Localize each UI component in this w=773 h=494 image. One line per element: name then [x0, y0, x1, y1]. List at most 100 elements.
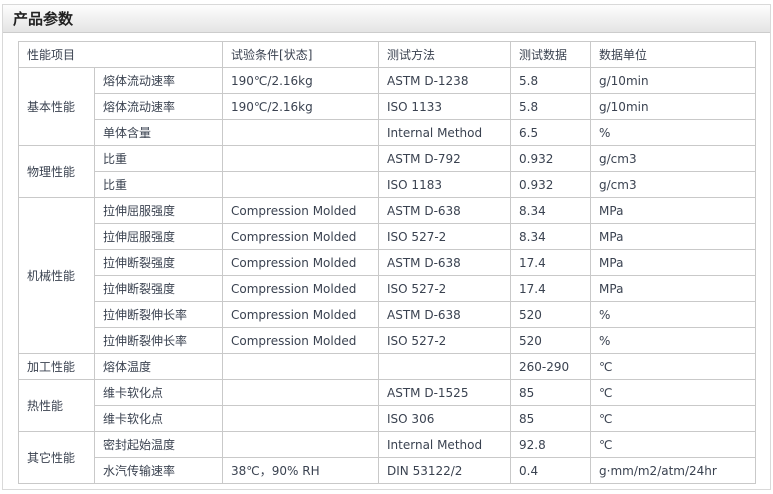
cell-method: DIN 53122/2 — [378, 457, 512, 484]
cell-unit: g/10min — [590, 67, 757, 94]
cell-property: 比重 — [93, 171, 224, 198]
cell-property: 熔体流动速率 — [93, 93, 224, 120]
header-row: 性能项目 试验条件[状态] 测试方法 测试数据 数据单位 — [17, 41, 757, 68]
table-row: 拉伸断裂伸长率 Compression Molded ISO 527-2 520% — [19, 327, 757, 354]
cell-condition: 38℃，90% RH — [222, 457, 380, 484]
cell-condition: 190℃/2.16kg — [222, 93, 380, 120]
cell-method: ASTM D-792 — [378, 145, 512, 172]
cell-condition: Compression Molded — [222, 275, 380, 302]
group-cell: 基本性能 — [18, 67, 95, 146]
cell-value: 8.34 — [510, 223, 592, 250]
cell-unit: g/10min — [590, 93, 757, 120]
cell-property: 比重 — [93, 145, 224, 172]
cell-method: ASTM D-638 — [378, 197, 512, 224]
cell-value: 92.8 — [510, 431, 592, 458]
cell-condition — [222, 171, 380, 198]
cell-unit: ℃ — [590, 353, 757, 380]
group-cell: 热性能 — [18, 379, 95, 432]
header-performance-item: 性能项目 — [17, 41, 224, 68]
table-row: 加工性能 熔体温度 260-290 ℃ — [18, 353, 757, 380]
cell-unit: MPa — [590, 249, 757, 276]
cell-value: 0.932 — [510, 171, 592, 198]
table-row: 基本性能 熔体流动速率 190℃/2.16kg ASTM D-1238 5.8 g/10m… — [18, 67, 757, 146]
header-test-method: 测试方法 — [378, 41, 512, 68]
cell-unit: ℃ — [590, 379, 757, 406]
cell-condition: Compression Molded — [222, 223, 380, 250]
cell-value: 0.932 — [510, 145, 592, 172]
group-cell: 机械性能 — [18, 197, 95, 354]
cell-method: ISO 1183 — [378, 171, 512, 198]
cell-method: Internal Method — [378, 431, 512, 458]
cell-value: 520 — [510, 327, 592, 354]
cell-condition — [222, 119, 380, 146]
cell-property: 拉伸断裂伸长率 — [93, 327, 224, 354]
cell-value: 85 — [510, 379, 592, 406]
cell-value: 17.4 — [510, 275, 592, 302]
cell-condition: Compression Molded — [222, 327, 380, 354]
cell-method — [378, 353, 512, 380]
cell-value: 5.8 — [510, 93, 592, 120]
panel-header: 产品参数 — [3, 5, 770, 33]
cell-property: 维卡软化点 — [93, 379, 224, 406]
cell-unit: g/cm3 — [590, 145, 757, 172]
panel-body: 性能项目 试验条件[状态] 测试方法 测试数据 数据单位 基本性能 熔体流动速率 1… — [3, 33, 770, 492]
cell-unit: ℃ — [590, 405, 757, 432]
header-test-condition: 试验条件[状态] — [222, 41, 380, 68]
cell-value: 85 — [510, 405, 592, 432]
cell-method: ISO 1133 — [378, 93, 512, 120]
table-row: 机械性能 拉伸屈服强度 Compression Molded ASTM D-638 8.… — [18, 197, 757, 354]
cell-value: 17.4 — [510, 249, 592, 276]
cell-method: Internal Method — [378, 119, 512, 146]
cell-property: 密封起始温度 — [93, 431, 224, 458]
cell-value: 6.5 — [510, 119, 592, 146]
cell-property: 拉伸屈服强度 — [93, 197, 224, 224]
spec-table: 性能项目 试验条件[状态] 测试方法 测试数据 数据单位 基本性能 熔体流动速率 1… — [17, 41, 757, 484]
cell-condition — [222, 379, 380, 406]
table-row: 拉伸屈服强度 Compression Molded ISO 527-2 8.34 MPa — [19, 223, 757, 250]
cell-value: 5.8 — [510, 67, 592, 94]
cell-property: 熔体流动速率 — [93, 67, 224, 94]
cell-value: 8.34 — [510, 197, 592, 224]
group-cell: 其它性能 — [18, 431, 95, 484]
cell-unit: % — [590, 119, 757, 146]
cell-property: 单体含量 — [93, 119, 224, 146]
table-row: 水汽传输速率 38℃，90% RH DIN 53122/2 0.4 g·mm/m2/at… — [19, 457, 757, 484]
cell-condition — [222, 405, 380, 432]
table-row: 拉伸断裂强度 Compression Molded ISO 527-2 17.4 MPa — [19, 275, 757, 302]
cell-unit: g·mm/m2/atm/24hr — [590, 457, 757, 484]
cell-property: 拉伸断裂强度 — [93, 275, 224, 302]
cell-method: ASTM D-638 — [378, 249, 512, 276]
cell-unit: ℃ — [590, 431, 757, 458]
table-row: 拉伸断裂强度 Compression Molded ASTM D-638 17.4 MP… — [19, 249, 757, 276]
cell-property: 熔体温度 — [93, 353, 224, 380]
cell-condition — [222, 431, 380, 458]
cell-property: 维卡软化点 — [93, 405, 224, 432]
cell-method: ISO 527-2 — [378, 275, 512, 302]
table-row: 拉伸断裂伸长率 Compression Molded ASTM D-638 520% — [19, 301, 757, 328]
cell-unit: g/cm3 — [590, 171, 757, 198]
group-cell: 物理性能 — [18, 145, 95, 198]
cell-unit: MPa — [590, 197, 757, 224]
cell-value: 260-290 — [510, 353, 592, 380]
table-row: 维卡软化点 ISO 306 85 ℃ — [19, 405, 757, 432]
cell-property: 水汽传输速率 — [93, 457, 224, 484]
cell-condition — [222, 145, 380, 172]
table-row: 单体含量 Internal Method 6.5% — [19, 119, 757, 146]
table-row: 热性能 维卡软化点 ASTM D-1525 85 ℃ — [18, 379, 757, 432]
panel-title: 产品参数 — [13, 10, 74, 28]
table-row: 物理性能 比重 ASTM D-792 0.932 g/cm3 — [18, 145, 757, 198]
product-params-panel: 产品参数 性能项目 试验条件[状态] 测试方法 测试数据 数据单位 — [2, 4, 771, 490]
cell-property: 拉伸屈服强度 — [93, 223, 224, 250]
header-data-unit: 数据单位 — [590, 41, 757, 68]
group-cell: 加工性能 — [18, 353, 95, 380]
cell-condition: Compression Molded — [222, 301, 380, 328]
cell-property: 拉伸断裂强度 — [93, 249, 224, 276]
cell-method: ASTM D-1238 — [378, 67, 512, 94]
cell-method: ASTM D-638 — [378, 301, 512, 328]
cell-method: ISO 306 — [378, 405, 512, 432]
cell-value: 520 — [510, 301, 592, 328]
cell-method: ISO 527-2 — [378, 223, 512, 250]
table-row: 比重 ISO 1183 0.932 g/cm3 — [19, 171, 757, 198]
cell-unit: % — [590, 327, 757, 354]
cell-unit: % — [590, 301, 757, 328]
